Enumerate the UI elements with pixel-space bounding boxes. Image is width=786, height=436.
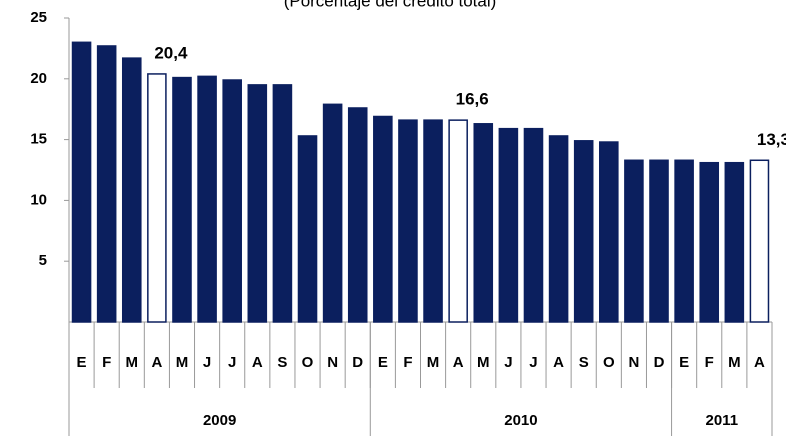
bar: [448, 119, 468, 323]
bar: [649, 159, 669, 323]
bar: [498, 127, 519, 323]
x-tick-label: M: [176, 354, 189, 371]
bar: [423, 119, 443, 323]
group-label: 2011: [706, 412, 739, 429]
bar: [674, 159, 694, 323]
bar: [247, 84, 268, 323]
x-tick-label: J: [228, 354, 236, 371]
x-tick-label: D: [654, 354, 665, 371]
bar: [373, 115, 393, 323]
x-tick-label: D: [352, 354, 363, 371]
bar: [147, 73, 167, 323]
bar: [624, 159, 644, 323]
bar: [71, 41, 92, 323]
bar: [699, 161, 720, 323]
chart-subtitle: (Porcentaje del crédito total): [284, 0, 497, 10]
x-tick-label: A: [754, 354, 765, 371]
x-tick-label: N: [327, 354, 338, 371]
y-tick-label: 5: [39, 252, 47, 269]
data-label: 13,3: [757, 130, 786, 149]
data-label: 20,4: [154, 43, 188, 62]
bar: [272, 84, 293, 323]
bar: [96, 45, 117, 323]
x-tick-label: F: [705, 354, 714, 371]
bar: [347, 107, 368, 323]
bar: [523, 127, 544, 323]
bar: [548, 135, 569, 323]
bar: [573, 140, 594, 323]
x-tick-label: J: [504, 354, 512, 371]
group-label: 2009: [203, 412, 236, 429]
bar: [599, 141, 619, 323]
x-tick-label: A: [453, 354, 464, 371]
bar: [172, 76, 192, 323]
x-tick-label: S: [579, 354, 589, 371]
x-tick-label: A: [252, 354, 263, 371]
x-tick-label: O: [302, 354, 314, 371]
x-tick-label: N: [628, 354, 639, 371]
bar: [724, 161, 745, 323]
y-tick-label: 25: [30, 9, 47, 26]
group-label: 2010: [504, 412, 537, 429]
bar: [749, 159, 770, 323]
y-tick-label: 10: [30, 191, 47, 208]
y-tick-label: 15: [30, 131, 47, 148]
x-tick-label: A: [553, 354, 564, 371]
x-tick-label: F: [403, 354, 412, 371]
x-tick-label: F: [102, 354, 111, 371]
x-tick-label: M: [126, 354, 139, 371]
bar: [121, 57, 142, 323]
bar: [197, 75, 217, 323]
x-tick-label: M: [477, 354, 490, 371]
bar: [222, 79, 242, 323]
data-label: 16,6: [456, 90, 489, 109]
x-tick-label: E: [77, 354, 87, 371]
x-tick-label: E: [378, 354, 388, 371]
x-tick-label: S: [277, 354, 287, 371]
x-tick-label: M: [427, 354, 440, 371]
x-tick-label: J: [529, 354, 537, 371]
bar: [297, 135, 318, 323]
x-tick-label: O: [603, 354, 615, 371]
bar: [473, 123, 494, 323]
y-tick-label: 20: [30, 70, 47, 87]
bar: [398, 119, 418, 323]
x-tick-label: M: [728, 354, 741, 371]
x-tick-label: E: [679, 354, 689, 371]
x-tick-label: A: [151, 354, 162, 371]
bar: [322, 103, 343, 323]
x-tick-label: J: [203, 354, 211, 371]
